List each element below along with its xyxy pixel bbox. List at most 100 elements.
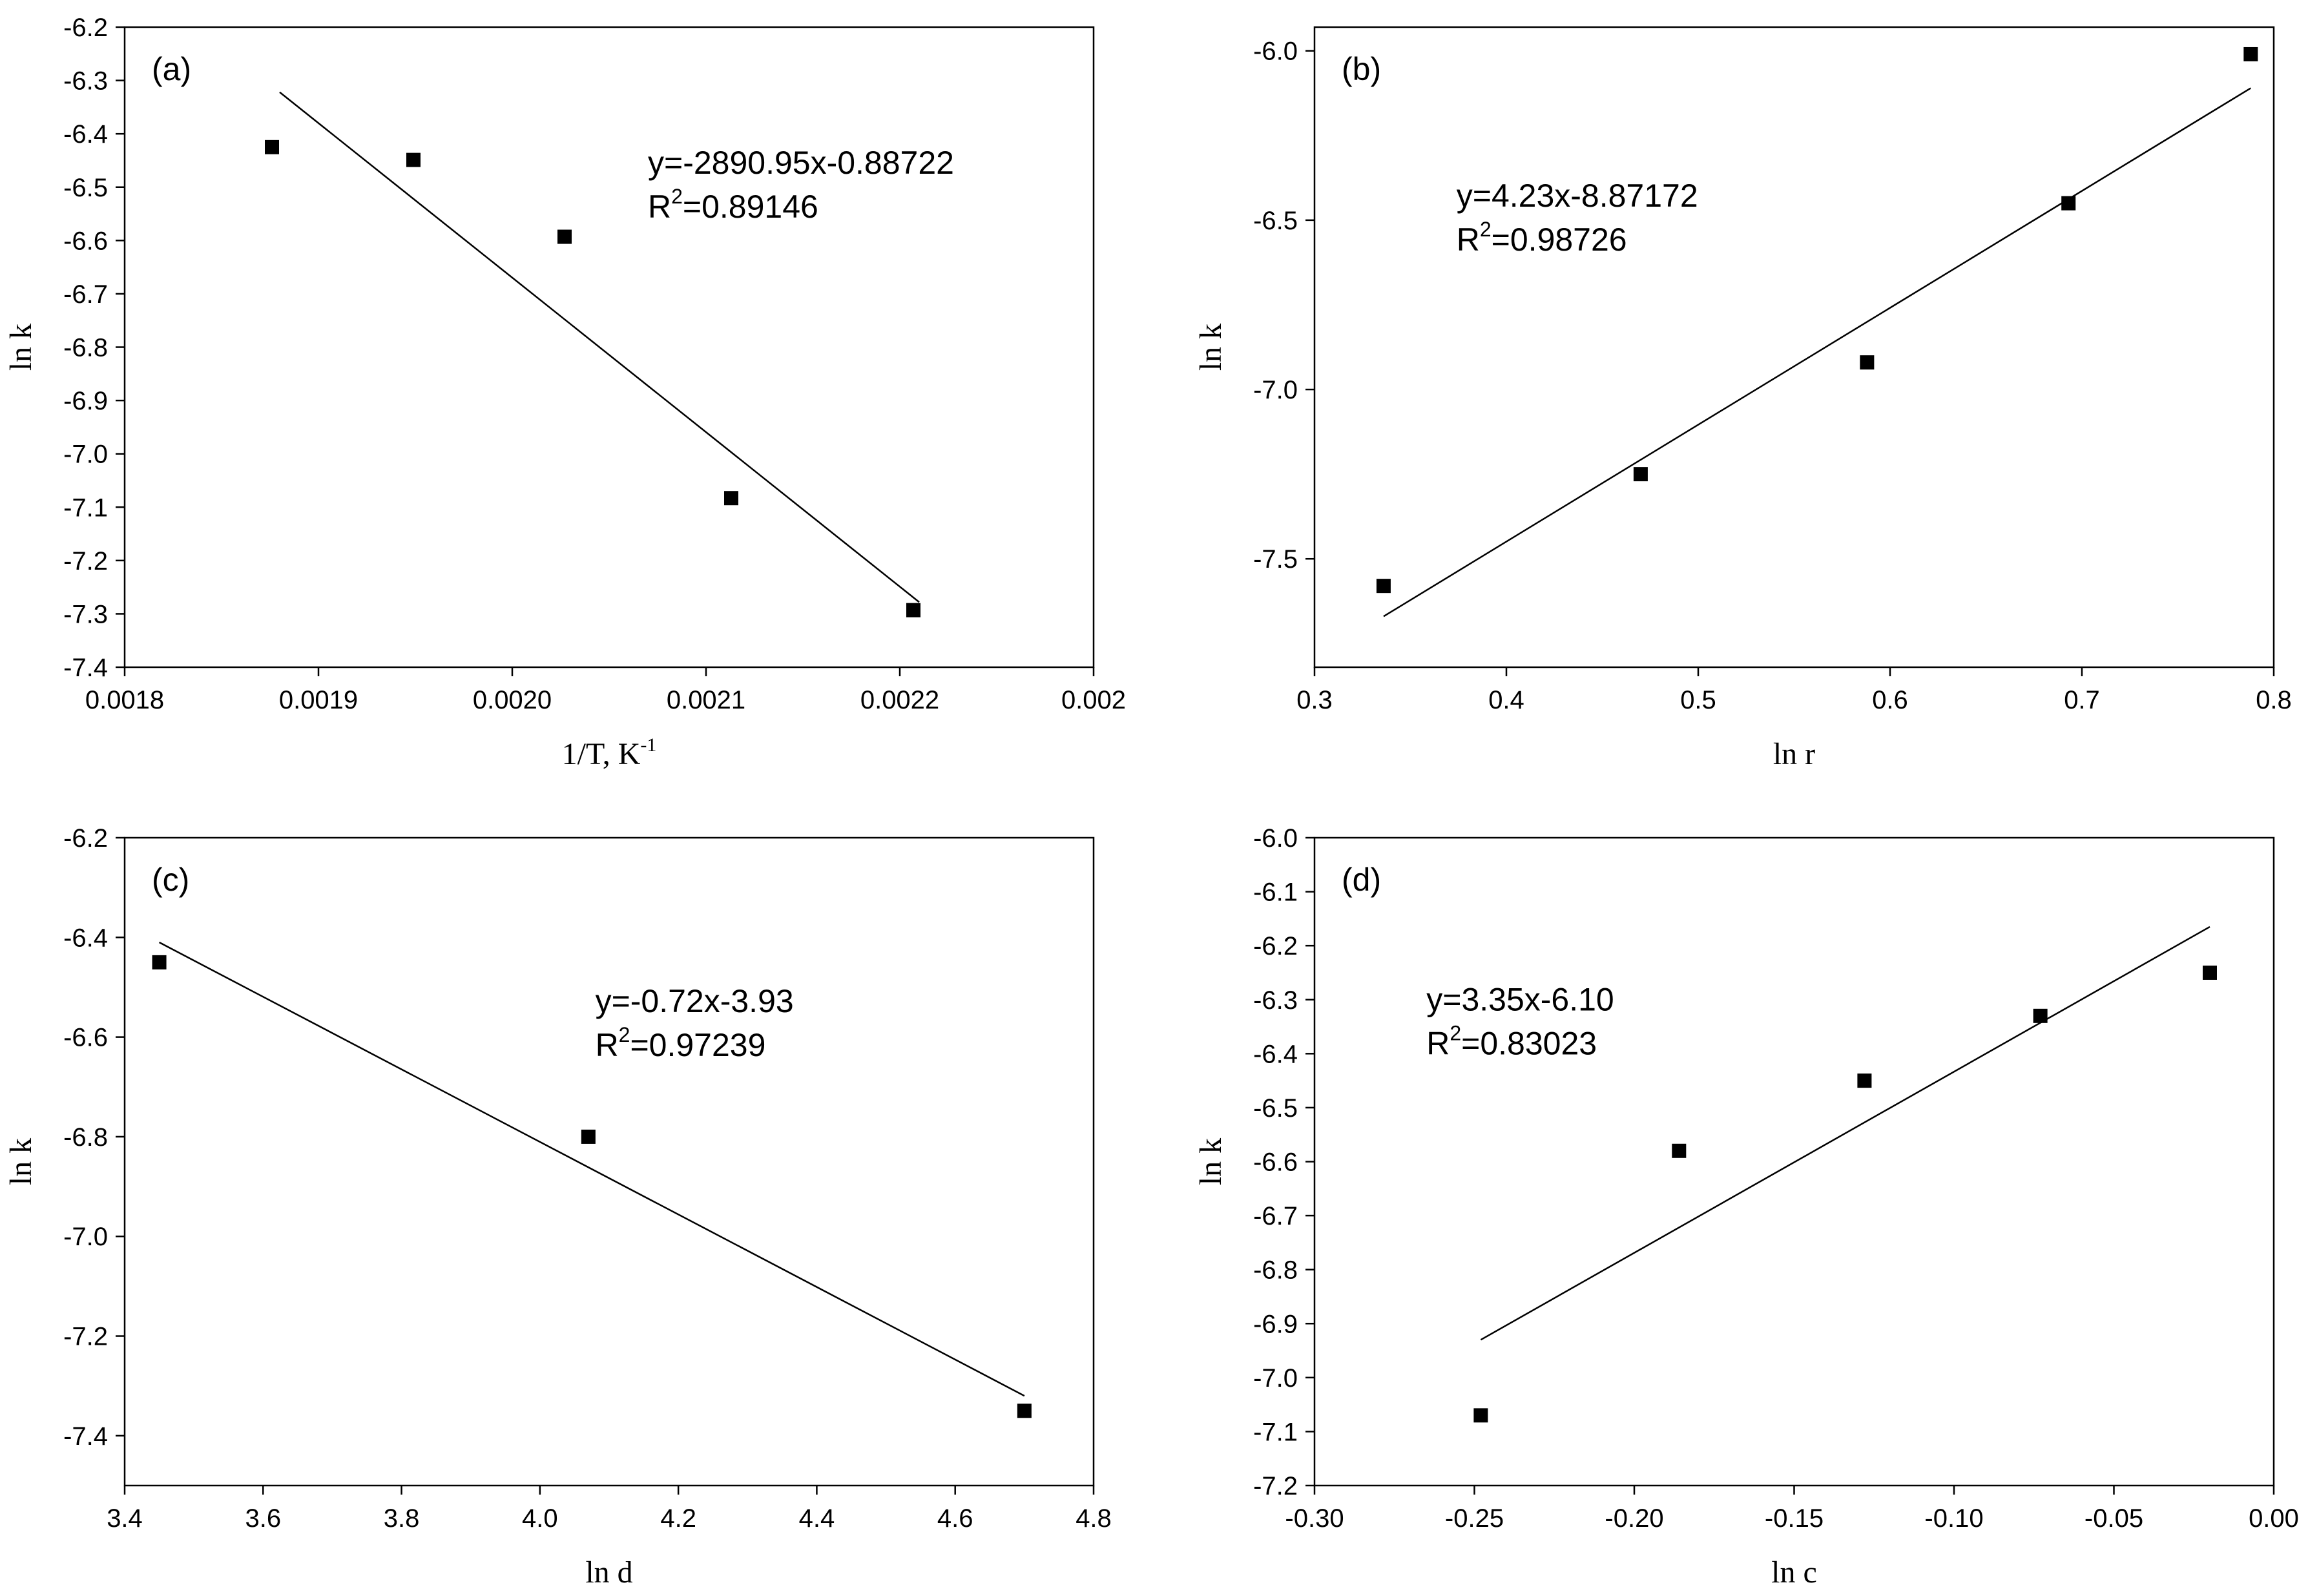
x-tick-label-d: -0.30 <box>1285 1504 1344 1533</box>
y-tick-label-a: -7.1 <box>63 493 108 522</box>
y-tick-label-d: -6.2 <box>1253 932 1298 960</box>
plot-frame-b <box>1313 26 2275 668</box>
fit-line-c <box>158 941 1025 1397</box>
r-squared-c: R2=0.97239 <box>596 1023 766 1063</box>
fit-equation-b: y=4.23x-8.87172 <box>1457 178 1698 214</box>
x-tick-label-d: -0.25 <box>1445 1504 1504 1533</box>
data-point-a-1 <box>265 140 279 154</box>
data-point-c-3 <box>1017 1404 1032 1418</box>
y-tick-label-b: -7.5 <box>1253 545 1298 574</box>
x-axis-title-c: ln d <box>585 1555 632 1590</box>
x-tick-label-c: 3.4 <box>107 1504 143 1533</box>
r-squared-value-d: =0.83023 <box>1461 1025 1597 1061</box>
y-tick-label-d: -6.3 <box>1253 986 1298 1015</box>
fit-equation-d: y=3.35x-6.10 <box>1426 981 1614 1017</box>
r-squared-sup-d: 2 <box>1450 1021 1461 1044</box>
panel-label-c: (c) <box>152 862 189 898</box>
r-squared-value-c: =0.97239 <box>630 1027 765 1063</box>
panel-label-a: (a) <box>152 51 191 87</box>
data-point-b-3 <box>1860 355 1875 370</box>
y-tick-label-d: -6.6 <box>1253 1148 1298 1177</box>
fit-line-a <box>279 91 920 603</box>
chart-panel-c: 3.4 3.6 3.8 4.0 4.2 4.4 4.6 4.8 -7.4 -7.2 -7.0 -6.8… <box>4 824 1112 1590</box>
x-axis-title-sup-a: -1 <box>640 734 656 756</box>
x-tick-label-b: 0.8 <box>2256 686 2292 714</box>
y-tick-label-a: -7.4 <box>63 654 108 682</box>
y-tick-label-d: -6.0 <box>1253 824 1298 853</box>
x-tick-label-c: 4.4 <box>799 1504 835 1533</box>
x-tick-label-a: 0.002 <box>1061 686 1126 714</box>
data-point-d-1 <box>1473 1408 1488 1423</box>
x-tick-label-a: 0.0019 <box>279 686 358 714</box>
x-tick-label-c: 3.8 <box>384 1504 420 1533</box>
y-tick-label-a: -6.5 <box>63 174 108 202</box>
r-squared-d: R2=0.83023 <box>1426 1021 1597 1061</box>
y-axis-title-d: ln k <box>1194 1138 1228 1185</box>
fit-equation-a: y=-2890.95x-0.88722 <box>648 145 954 181</box>
data-point-b-2 <box>1633 467 1648 482</box>
y-axis-title-a: ln k <box>4 324 38 371</box>
y-tick-label-a: -6.4 <box>63 120 108 149</box>
x-tick-label-a: 0.0021 <box>667 686 745 714</box>
data-point-c-2 <box>581 1129 596 1144</box>
chart-panel-d: -0.30 -0.25 -0.20 -0.15 -0.10 -0.05 0.00 -7.2 -7… <box>1194 824 2299 1590</box>
y-tick-label-c: -6.8 <box>63 1123 108 1152</box>
y-axis-title-b: ln k <box>1194 324 1228 371</box>
x-tick-label-c: 4.2 <box>660 1504 696 1533</box>
r-squared-value-b: =0.98726 <box>1492 222 1627 258</box>
x-tick-label-c: 4.8 <box>1076 1504 1112 1533</box>
y-tick-label-d: -6.5 <box>1253 1094 1298 1123</box>
x-tick-label-a: 0.0022 <box>860 686 939 714</box>
data-point-a-5 <box>906 603 920 617</box>
x-tick-label-b: 0.3 <box>1296 686 1333 714</box>
fit-line-d <box>1480 926 2210 1341</box>
x-tick-label-a: 0.0020 <box>473 686 552 714</box>
x-axis-title-b: ln r <box>1773 737 1815 771</box>
y-tick-label-b: -6.0 <box>1253 37 1298 66</box>
data-point-b-5 <box>2243 47 2258 61</box>
x-tick-label-d: -0.20 <box>1605 1504 1663 1533</box>
panel-label-b: (b) <box>1342 51 1381 87</box>
y-tick-label-c: -7.2 <box>63 1323 108 1351</box>
x-tick-label-d: -0.15 <box>1765 1504 1824 1533</box>
data-point-a-4 <box>724 491 738 506</box>
y-tick-label-d: -7.2 <box>1253 1472 1298 1500</box>
data-point-d-5 <box>2203 965 2217 980</box>
data-point-b-4 <box>2061 196 2076 211</box>
x-tick-label-c: 4.6 <box>937 1504 973 1533</box>
x-tick-label-b: 0.7 <box>2064 686 2100 714</box>
x-tick-label-b: 0.6 <box>1872 686 1908 714</box>
y-tick-label-a: -6.2 <box>63 14 108 42</box>
y-tick-label-c: -7.4 <box>63 1422 108 1451</box>
plot-frame-a <box>123 26 1095 668</box>
r-squared-prefix-d: R <box>1426 1025 1450 1061</box>
r-squared-value-a: =0.89146 <box>683 189 818 225</box>
y-tick-label-d: -7.1 <box>1253 1418 1298 1446</box>
chart-panel-b: 0.3 0.4 0.5 0.6 0.7 0.8 -7.5 -7.0 -6.5 -6.0 ln k ln… <box>1194 26 2292 771</box>
data-point-d-4 <box>2033 1008 2048 1023</box>
y-tick-label-c: -6.2 <box>63 824 108 853</box>
y-tick-label-d: -7.0 <box>1253 1364 1298 1393</box>
r-squared-sup-c: 2 <box>619 1023 630 1046</box>
y-tick-label-b: -7.0 <box>1253 376 1298 404</box>
x-axis-title-main-c: ln d <box>585 1555 632 1590</box>
y-tick-label-a: -6.7 <box>63 280 108 309</box>
y-axis-title-c: ln k <box>4 1138 38 1185</box>
x-tick-label-d: -0.05 <box>2084 1504 2143 1533</box>
y-tick-label-a: -6.8 <box>63 334 108 362</box>
y-tick-label-c: -7.0 <box>63 1223 108 1251</box>
x-tick-label-c: 4.0 <box>522 1504 558 1533</box>
y-tick-label-d: -6.4 <box>1253 1040 1298 1068</box>
r-squared-prefix-c: R <box>596 1027 619 1063</box>
y-tick-label-c: -6.6 <box>63 1024 108 1052</box>
plot-frame-c <box>123 836 1095 1487</box>
data-point-b-1 <box>1376 579 1391 594</box>
y-tick-label-a: -7.3 <box>63 600 108 628</box>
x-tick-label-d: 0.00 <box>2249 1504 2299 1533</box>
fit-equation-c: y=-0.72x-3.93 <box>596 983 794 1019</box>
x-tick-label-d: -0.10 <box>1924 1504 1983 1533</box>
x-axis-title-main-b: ln r <box>1773 737 1815 771</box>
y-tick-label-a: -7.2 <box>63 547 108 575</box>
y-tick-label-a: -6.9 <box>63 387 108 415</box>
